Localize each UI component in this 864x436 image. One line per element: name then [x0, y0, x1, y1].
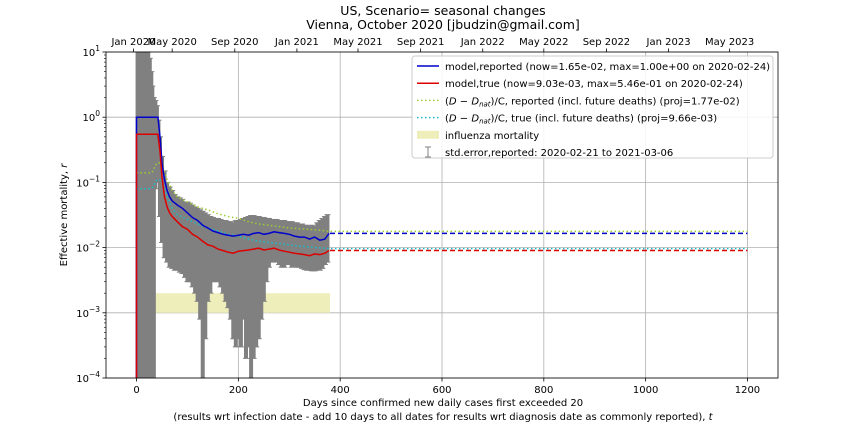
legend-patch-swatch: [417, 130, 439, 139]
top-tick-label: May 2023: [705, 37, 754, 48]
y-tick-base: 10: [82, 113, 95, 124]
legend-label-part: /C, true (incl. future deaths) (proj=9.6…: [494, 114, 717, 125]
legend-label: std.error,reported: 2020-02-21 to 2021-0…: [445, 148, 673, 159]
x-tick-label: 0: [133, 385, 139, 396]
legend-label-part: D: [449, 96, 457, 107]
legend-label-part: ): [491, 114, 495, 125]
y-tick-exp: −3: [89, 305, 100, 314]
legend-label-part: /C, reported (incl. future deaths) (proj…: [494, 96, 739, 107]
y-tick-base: 10: [76, 244, 89, 255]
y-axis-label: Effective mortality, r: [59, 163, 70, 267]
y-tick-base: 10: [82, 48, 95, 59]
x-tick-label: 1200: [735, 385, 760, 396]
y-tick-label: 101: [82, 44, 100, 59]
x-axis-label-2: (results wrt infection date - add 10 day…: [173, 412, 713, 423]
y-tick-label: 10−2: [76, 240, 100, 255]
y-tick-label: 10−1: [76, 174, 100, 189]
legend-label-part: nat: [479, 100, 491, 108]
top-tick-label: Sep 2020: [211, 37, 258, 48]
legend-label-part: D: [449, 114, 457, 125]
top-tick-label: May 2021: [333, 37, 382, 48]
y-tick-exp: −1: [89, 174, 100, 183]
y-tick-base: 10: [76, 178, 89, 189]
x-tick-label: 800: [534, 385, 553, 396]
legend-label-part: ): [491, 96, 495, 107]
top-tick-label: May 2022: [519, 37, 568, 48]
series-line: [136, 162, 748, 233]
series-lines: [135, 116, 748, 378]
legend-label: (D − Dnat)/C, true (incl. future deaths)…: [445, 114, 717, 126]
legend-label-part: −: [457, 96, 472, 107]
top-tick-label: Jan 2022: [460, 37, 505, 48]
x-axis-label-2-var: t: [709, 412, 714, 423]
chart-title: US, Scenario= seasonal changes: [340, 3, 545, 18]
y-axis-label-text: Effective mortality,: [59, 168, 70, 267]
top-tick-label: Jan 2021: [274, 37, 319, 48]
y-tick-exp: −2: [89, 240, 100, 249]
y-tick-base: 10: [76, 309, 89, 320]
legend-label-part: (: [445, 96, 449, 107]
legend-label-part: −: [457, 114, 472, 125]
series-line: [135, 133, 330, 378]
y-tick-exp: 1: [95, 44, 100, 53]
chart-subtitle: Vienna, October 2020 [jbudzin@gmail.com]: [306, 17, 580, 32]
legend-box: [411, 55, 774, 159]
legend-label: influenza mortality: [445, 131, 539, 142]
top-tick-label: May 2020: [148, 37, 197, 48]
x-tick-label: 600: [432, 385, 451, 396]
top-tick-label: Jan 2020: [110, 37, 155, 48]
x-tick-label: 200: [229, 385, 248, 396]
y-tick-label: 10−3: [76, 305, 100, 320]
legend-label-part: nat: [479, 118, 491, 126]
x-axis-label-2-text: (results wrt infection date - add 10 day…: [173, 412, 708, 423]
error-bars: [134, 51, 331, 379]
y-tick-label: 10−4: [76, 370, 100, 385]
y-tick-base: 10: [76, 374, 89, 385]
x-axis-label: Days since confirmed new daily cases fir…: [303, 398, 583, 409]
y-tick-exp: −4: [89, 370, 100, 379]
legend-label: (D − Dnat)/C, reported (incl. future dea…: [445, 96, 740, 108]
series-line: [135, 116, 330, 378]
legend-label-part: D: [471, 96, 479, 107]
top-tick-label: Sep 2022: [583, 37, 630, 48]
legend-label-part: D: [471, 114, 479, 125]
legend-label: model,true (now=9.03e-03, max=5.46e-01 o…: [445, 79, 743, 90]
x-tick-label: 1000: [633, 385, 658, 396]
legend-label: model,reported (now=1.65e-02, max=1.00e+…: [445, 62, 770, 73]
y-axis-label-var: r: [59, 163, 70, 168]
y-tick-exp: 0: [95, 109, 100, 118]
legend: model,reported (now=1.65e-02, max=1.00e+…: [411, 55, 774, 159]
top-tick-label: Sep 2021: [397, 37, 444, 48]
legend-label-part: (: [445, 114, 449, 125]
top-tick-label: Jan 2023: [646, 37, 691, 48]
y-tick-label: 100: [82, 109, 100, 124]
x-tick-label: 400: [331, 385, 350, 396]
